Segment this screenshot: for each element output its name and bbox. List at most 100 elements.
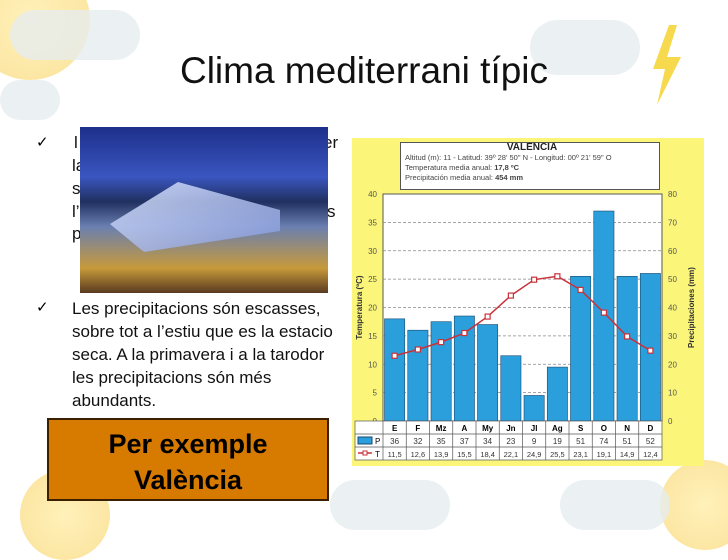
temp-value: 15,5 [457, 450, 472, 459]
temperature-point [461, 329, 468, 337]
bullet-2-line: Les precipitacions són escasses, [72, 299, 321, 318]
precip-bar [546, 366, 568, 422]
slide-title: Clima mediterrani típic [179, 50, 549, 91]
precip-value: 23 [506, 437, 515, 446]
y-tick-right: 80 [668, 190, 677, 199]
checkmark-icon: ✓ [36, 134, 49, 151]
cloud-decoration [10, 10, 140, 60]
cloud-decoration [530, 20, 640, 75]
bullet-2-line: seca. A la primavera i a la tarodor [72, 345, 325, 364]
precip-legend-icon [357, 436, 373, 445]
temp-legend-label: T [375, 450, 380, 459]
y-tick-left: 20 [368, 304, 377, 313]
temp-value: 24,9 [527, 450, 542, 459]
precip-bar [430, 321, 452, 422]
precip-legend-label: P [375, 437, 380, 446]
temperature-point [531, 276, 538, 283]
y-tick-right: 50 [668, 275, 677, 284]
temp-value: 14,9 [620, 450, 635, 459]
y-tick-right: 20 [668, 360, 677, 369]
x-tick-label: N [624, 424, 630, 433]
x-tick-label: A [461, 424, 467, 433]
chart-info-temp: 17,8 ºC [494, 163, 520, 172]
chart-info-label: Temperatura media anual: [405, 163, 495, 172]
y-tick-left: 25 [368, 275, 377, 284]
temperature-point [577, 286, 584, 294]
bullet-2-line: sobre tot a l’estiu que es la estacio [72, 322, 333, 341]
cloud-decoration [0, 80, 60, 120]
precip-value: 36 [390, 437, 399, 446]
bullet-2-line: abundants. [72, 391, 157, 410]
x-tick-label: O [601, 424, 607, 433]
example-box: Per exemple València [47, 418, 329, 501]
precip-value: 52 [646, 437, 655, 446]
temperature-point [391, 352, 398, 359]
y-tick-left: 40 [368, 190, 377, 199]
valencia-city-photo [80, 127, 328, 293]
chart-info-location: Altitud (m): 11 - Latitud: 39º 28' 50" N… [405, 153, 612, 162]
y-tick-right: 40 [668, 304, 677, 313]
precip-value: 74 [599, 437, 608, 446]
chart-info-label: Precipitación media anual: [405, 173, 496, 182]
x-tick-label: Ag [552, 424, 563, 433]
temp-value: 19,1 [597, 450, 612, 459]
cloud-decoration [560, 480, 670, 530]
temp-value: 12,6 [411, 450, 426, 459]
temperature-point [507, 292, 514, 299]
chart-plot: 005101020153020402550306035704080Tempera… [354, 190, 696, 461]
bullet-1-fragment: l’ [72, 202, 80, 221]
precip-bar [570, 275, 592, 422]
precip-bar [477, 324, 499, 422]
precip-value: 51 [623, 437, 632, 446]
precip-bar [407, 329, 429, 422]
bullet-1-fragment: s [72, 179, 81, 198]
precip-bar [384, 318, 406, 422]
precip-bar [523, 395, 545, 422]
temp-value: 22,1 [504, 450, 519, 459]
temperature-point [624, 333, 631, 340]
temp-value: 25,5 [550, 450, 565, 459]
temperature-point [438, 339, 445, 346]
precip-bar [639, 273, 661, 422]
x-tick-label: D [647, 424, 653, 433]
temperature-point [484, 313, 491, 320]
y-tick-right: 10 [668, 389, 677, 398]
temperature-point [554, 273, 561, 280]
chart-info-precip: 454 mm [495, 173, 523, 182]
y-tick-left: 5 [373, 389, 378, 398]
temperature-point [647, 347, 654, 354]
x-tick-label: F [415, 424, 420, 433]
x-tick-label: E [392, 424, 398, 433]
chart-title: VALENCIA [506, 142, 558, 153]
example-line: València [133, 465, 243, 495]
y-tick-left: 10 [368, 360, 377, 369]
bullet-1-fragment: p [72, 224, 82, 243]
y-tick-left: 15 [368, 332, 377, 341]
y-axis-label-right: Precipitaciones (mm) [687, 267, 696, 348]
x-tick-label: Mz [436, 424, 447, 433]
y-tick-right: 0 [668, 417, 673, 426]
precip-value: 37 [460, 437, 469, 446]
temperature-point [600, 309, 607, 316]
temperature-line [394, 275, 651, 357]
temp-value: 11,5 [388, 450, 402, 459]
x-tick-label: Jn [506, 424, 515, 433]
precip-value: 32 [413, 437, 422, 446]
temp-value: 12,4 [643, 450, 658, 459]
precip-bar [593, 210, 615, 422]
precip-value: 51 [576, 437, 585, 446]
temp-value: 13,9 [434, 450, 449, 459]
precip-bar [616, 275, 638, 422]
temp-value: 18,4 [480, 450, 495, 459]
precip-value: 34 [483, 437, 492, 446]
bullet-2-text: Les precipitacions són escasses, sobre t… [72, 297, 333, 412]
bullet-2-line: les precipitacions són més [72, 368, 272, 387]
y-tick-right: 60 [668, 247, 677, 256]
precip-value: 35 [437, 437, 446, 446]
precip-value: 19 [553, 437, 562, 446]
x-tick-label: Jl [531, 424, 538, 433]
y-tick-left: 35 [368, 218, 377, 227]
temperature-point [414, 346, 421, 353]
temp-legend-marker [362, 450, 368, 456]
y-axis-label-left: Temperatura (ºC) [355, 275, 364, 339]
